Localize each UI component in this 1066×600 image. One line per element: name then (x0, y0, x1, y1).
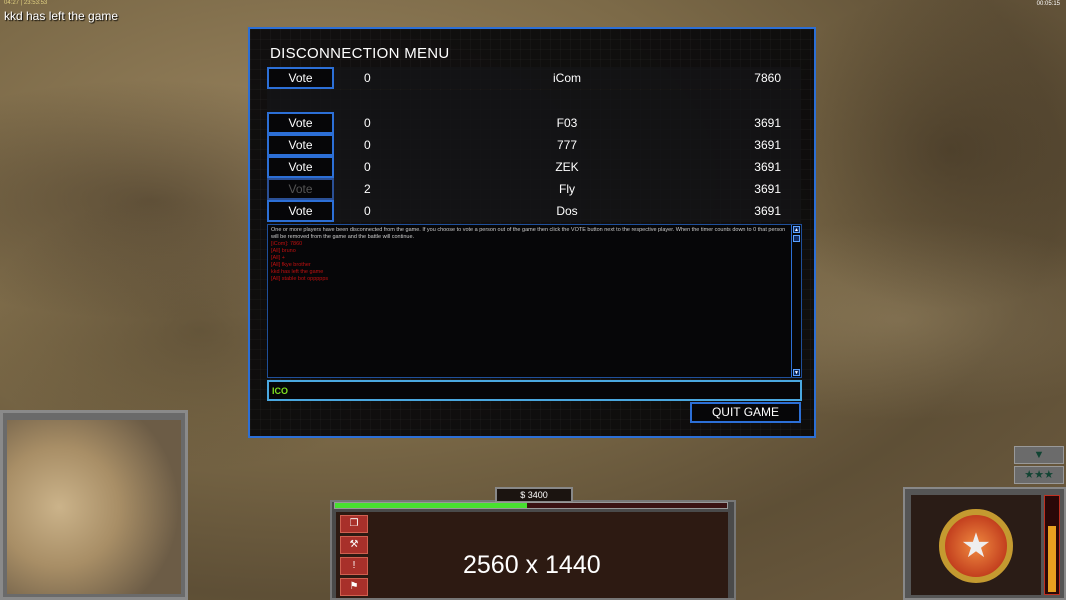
vote-count: 2 (364, 182, 371, 196)
scroll-down-icon[interactable]: ▼ (793, 369, 800, 376)
chat-line: [All] + (271, 255, 285, 261)
vote-count: 0 (364, 116, 371, 130)
faction-emblem-icon: ★ (939, 509, 1013, 583)
sign-icon[interactable]: ⚑ (340, 578, 368, 596)
info-text: One or more players have been disconnect… (271, 227, 786, 240)
chat-log: One or more players have been disconnect… (267, 224, 802, 378)
wrench-icon[interactable]: ⚒ (340, 536, 368, 554)
empty-row (267, 90, 801, 112)
power-fill (1048, 526, 1056, 592)
player-row: Vote 0 ZEK 3691 (267, 156, 801, 178)
chat-line: kkd has left the game (271, 269, 324, 275)
player-row: Vote 0 F03 3691 (267, 112, 801, 134)
minimap[interactable] (0, 410, 188, 600)
general-portrait: ★ (903, 487, 1066, 600)
power-meter (1044, 495, 1060, 595)
vote-button[interactable]: Vote (267, 112, 334, 134)
scroll-up-icon[interactable]: ▲ (793, 226, 800, 233)
player-name: ZEK (555, 160, 579, 174)
chat-scrollbar[interactable]: ▲ ▼ (791, 225, 801, 377)
vote-button[interactable]: Vote (267, 156, 334, 178)
credits-display: $ 3400 (495, 487, 573, 503)
chat-input[interactable]: ICO (267, 380, 802, 401)
top-meta: 04:27 | 23:53:53 (4, 0, 48, 6)
collapse-button[interactable]: ▼ (1014, 446, 1064, 464)
chat-line: [All] bruno (271, 248, 296, 254)
vote-count: 0 (364, 138, 371, 152)
chat-line: [iCom]: 7860 (271, 241, 303, 247)
alert-icon[interactable]: ! (340, 557, 368, 575)
disconnection-menu: DISCONNECTION MENU Vote 0 iCom 7860 Vote … (248, 27, 816, 438)
player-row: Vote 0 Dos 3691 (267, 200, 801, 222)
vote-button[interactable]: Vote (267, 200, 334, 222)
command-slots[interactable] (336, 512, 728, 598)
player-ping: 3691 (754, 138, 781, 152)
player-name: F03 (556, 116, 578, 130)
player-name: iCom (552, 71, 581, 85)
chat-line: [All] stable bot oppppps (271, 276, 329, 282)
vote-count: 0 (364, 71, 371, 85)
vote-count: 0 (364, 204, 371, 218)
vote-button[interactable]: Vote (267, 67, 334, 89)
build-progress-fill (335, 503, 528, 508)
system-message: kkd has left the game (4, 9, 119, 23)
scroll-thumb[interactable] (793, 235, 800, 242)
vote-button: Vote (267, 178, 334, 200)
player-name: Dos (556, 204, 578, 218)
resolution-watermark: 2560 x 1440 (463, 551, 601, 579)
player-name: Fly (559, 182, 575, 196)
player-ping: 3691 (754, 160, 781, 174)
rank-button[interactable]: ★★★ (1014, 466, 1064, 484)
player-row: Vote 2 Fly 3691 (267, 178, 801, 200)
quit-game-button[interactable]: QUIT GAME (690, 402, 801, 423)
player-row: Vote 0 iCom 7860 (267, 67, 801, 89)
player-row: Vote 0 777 3691 (267, 134, 801, 156)
player-name: 777 (556, 138, 578, 152)
chat-line: [All] fkye brother (271, 262, 311, 268)
vote-button[interactable]: Vote (267, 134, 334, 156)
game-timer: 00:05:15 (1036, 1, 1060, 7)
player-ping: 3691 (754, 182, 781, 196)
minimap-terrain[interactable] (7, 420, 181, 594)
vote-count: 0 (364, 160, 371, 174)
player-ping: 3691 (754, 204, 781, 218)
player-ping: 7860 (754, 71, 781, 85)
dialog-title: DISCONNECTION MENU (270, 45, 450, 62)
player-ping: 3691 (754, 116, 781, 130)
windows-icon[interactable]: ❐ (340, 515, 368, 533)
build-progress-bar (334, 502, 728, 509)
